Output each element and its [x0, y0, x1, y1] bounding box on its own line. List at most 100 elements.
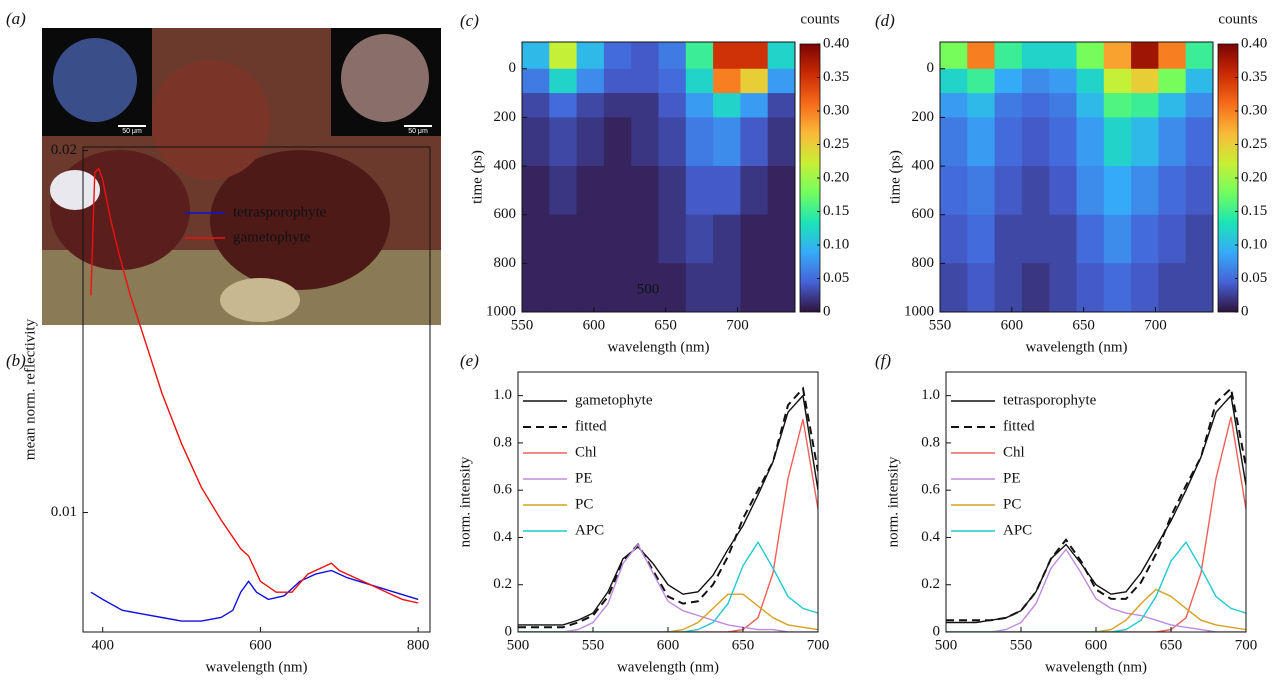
y-tick-label: 0.01 [51, 504, 77, 520]
heatmap-cell [1021, 93, 1050, 118]
x-tick-label: 700 [1144, 317, 1167, 333]
heatmap-cell [713, 42, 741, 70]
colorbar-tick-label: 0.20 [1241, 169, 1267, 185]
heatmap-cell [549, 68, 578, 94]
heatmap-cell [1185, 263, 1214, 313]
heatmap-cell [1049, 166, 1077, 216]
heatmap-cell [767, 117, 796, 167]
heatmap-cell [740, 68, 769, 94]
colorbar-tick-label: 0.40 [1241, 35, 1267, 51]
heatmap-cell [603, 263, 632, 313]
heatmap-cell [994, 117, 1023, 167]
x-tick-label: 600 [583, 317, 606, 333]
plot-frame [517, 371, 819, 633]
panel-label: (b) [6, 351, 26, 370]
heatmap-cell [967, 166, 996, 216]
heatmap-cell [1049, 42, 1077, 70]
panel-label: (a) [6, 9, 26, 28]
y-axis-label: time (ps) [887, 150, 903, 204]
heatmap-cell [549, 93, 578, 118]
series-line [946, 588, 1246, 632]
heatmap-cell [1076, 214, 1105, 264]
photo-region [210, 150, 390, 290]
heatmap-cell [713, 166, 741, 216]
heatmap-cell [940, 68, 968, 94]
series-line [518, 543, 818, 632]
heatmap-cell [576, 68, 605, 94]
heatmap-cell [713, 214, 741, 264]
plot-frame [521, 41, 796, 313]
x-axis-label: wavelength (nm) [205, 659, 307, 675]
heatmap-cell [740, 166, 769, 216]
x-tick-label: 550 [1010, 637, 1033, 653]
heatmap-cell [967, 68, 996, 94]
legend-label: tetrasporophyte [233, 204, 327, 220]
colorbar-tick-label: 0.05 [823, 270, 849, 286]
heatmap-cell [1185, 42, 1214, 70]
heatmap-cell [767, 214, 796, 264]
heatmap-cell [1131, 117, 1159, 167]
colorbar-tick-label: 0.15 [1241, 203, 1267, 219]
heatmap-cell [1076, 117, 1105, 167]
y-axis-label: norm. intensity [885, 456, 901, 547]
heatmap-cell [1131, 214, 1159, 264]
heatmap-cell [1103, 214, 1132, 264]
heatmap-cell [1185, 68, 1214, 94]
heatmap-cell [1158, 42, 1187, 70]
heatmap-cell [685, 117, 714, 167]
scale-bar-label: 50 μm [408, 128, 428, 135]
y-tick-label: 800 [494, 255, 517, 271]
heatmap-cell [549, 42, 578, 70]
heatmap-cell [576, 117, 605, 167]
y-tick-label: 0 [927, 60, 935, 76]
heatmap-cell [522, 166, 550, 216]
series-line [518, 419, 818, 632]
y-tick-label: 0 [509, 60, 517, 76]
legend-label: PE [575, 470, 593, 486]
series-line [518, 394, 818, 626]
heatmap-cell [658, 214, 687, 264]
heatmap-cell [658, 42, 687, 70]
heatmap-cell [1131, 42, 1159, 70]
colorbar-tick-label: 0.30 [1241, 102, 1267, 118]
scale-bar-label: 50 μm [122, 128, 142, 135]
colorbar-tick-label: 0.05 [1241, 270, 1267, 286]
heatmap-cell [631, 93, 659, 118]
heatmap-cell [767, 263, 796, 313]
plot-frame [945, 371, 1247, 633]
heatmap-cell [603, 166, 632, 216]
heatmap-cell [1049, 68, 1077, 94]
heatmap-cell [994, 93, 1023, 118]
heatmap-cell [1021, 117, 1050, 167]
heatmap-cell [1158, 68, 1187, 94]
series-line [518, 540, 818, 632]
heatmap-cell [1185, 93, 1214, 118]
heatmap-cell [1158, 93, 1187, 118]
heatmap-cell [940, 214, 968, 264]
heatmap-cell [1131, 166, 1159, 216]
y-tick-label: 400 [912, 157, 935, 173]
y-tick-label: 1000 [486, 303, 516, 319]
colorbar-tick-label: 0.10 [823, 236, 849, 252]
x-tick-label: 500 [507, 637, 530, 653]
heatmap-cell [576, 166, 605, 216]
legend-label: fitted [1003, 418, 1035, 434]
x-tick-label: 650 [732, 637, 755, 653]
heatmap-cell [1131, 263, 1159, 313]
heatmap-cell [1076, 263, 1105, 313]
heatmap-cell [576, 263, 605, 313]
heatmap-cell [576, 93, 605, 118]
legend-label: PC [575, 496, 593, 512]
heatmap-cell [522, 117, 550, 167]
heatmap-cell [1185, 166, 1214, 216]
heatmap-cell [940, 117, 968, 167]
series-line [946, 416, 1246, 632]
y-tick-label: 0.4 [493, 529, 512, 545]
colorbar-tick-label: 0.40 [823, 35, 849, 51]
colorbar-tick-label: 0.15 [823, 203, 849, 219]
x-tick-label: 650 [654, 317, 677, 333]
y-tick-label: 1000 [904, 303, 934, 319]
heatmap-cell [1076, 166, 1105, 216]
panel-label: (f) [875, 351, 891, 370]
